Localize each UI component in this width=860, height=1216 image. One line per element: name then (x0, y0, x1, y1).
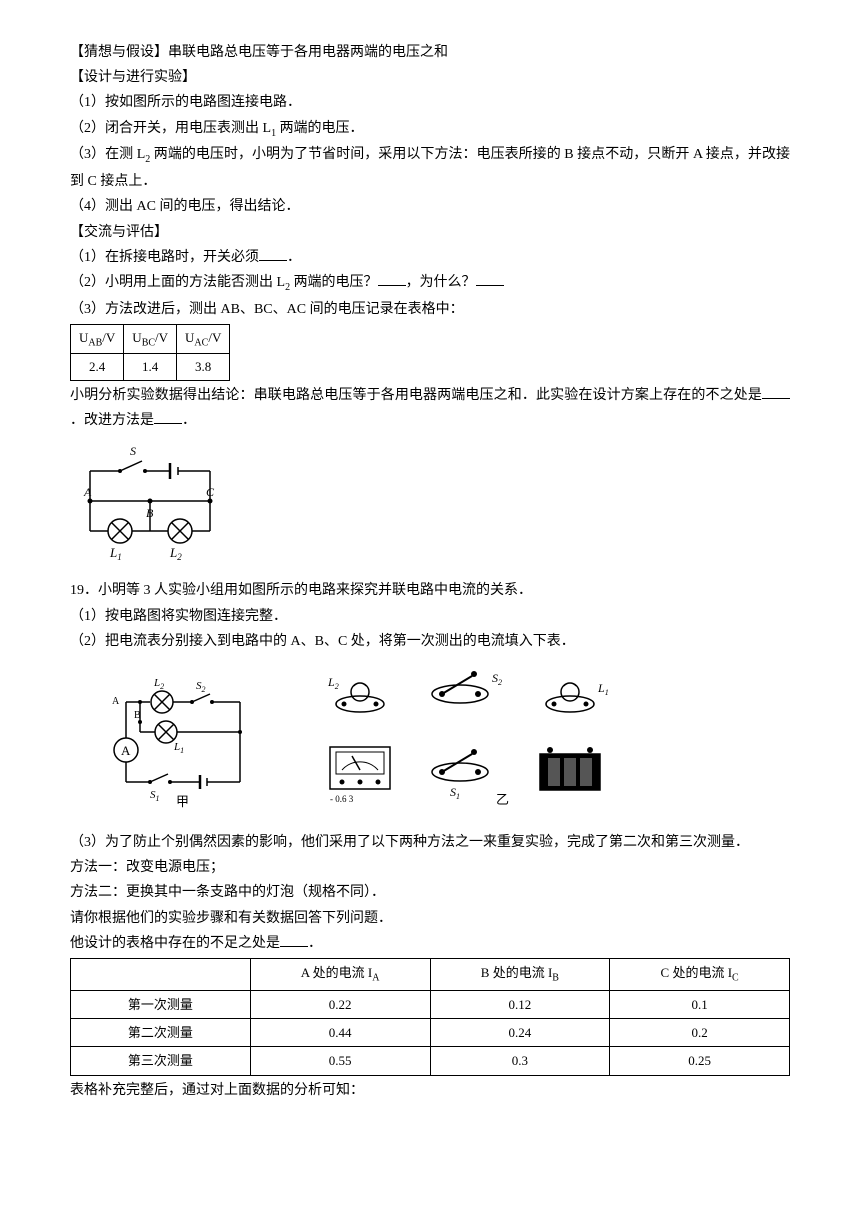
table-row: 2.4 1.4 3.8 (71, 354, 230, 380)
label-s2-b: S2 (196, 680, 206, 694)
circuit-diagram-1: S A B C L1 L2 (70, 441, 790, 570)
hypothesis-text: 串联电路总电压等于各用电器两端的电压之和 (168, 45, 448, 60)
blank-4 (762, 385, 790, 399)
final: 表格补充完整后，通过对上面数据的分析可知： (70, 1078, 790, 1103)
hypothesis-line: 【猜想与假设】串联电路总电压等于各用电器两端的电压之和 (70, 40, 790, 65)
td-uab: 2.4 (71, 354, 124, 380)
hypothesis-label: 【猜想与假设】 (70, 45, 168, 60)
label-yi: 乙 (496, 792, 509, 807)
label-l2: L2 (169, 545, 182, 561)
circuit-diagram-2: A A L2 S2 B L1 S1 (110, 662, 790, 822)
lamp-l2-icon: L2 (327, 675, 384, 712)
blank-2 (378, 272, 406, 286)
svg-text:L1: L1 (597, 681, 609, 697)
label-a: A (83, 485, 92, 499)
current-table: A 处的电流 IA B 处的电流 IB C 处的电流 IC 第一次测量 0.22… (70, 958, 790, 1076)
td-uac: 3.8 (177, 354, 230, 380)
step3: （3）在测 L2 两端的电压时，小明为了节省时间，采用以下方法：电压表所接的 B… (70, 142, 790, 194)
label-s1-b: S1 (150, 789, 160, 803)
label-l2-b: L2 (153, 677, 164, 691)
table-row: 第一次测量 0.22 0.12 0.1 (71, 990, 790, 1018)
th-ubc: UBC/V (124, 324, 177, 354)
blank-1 (259, 247, 287, 261)
blank-5 (154, 410, 182, 424)
table-row: 第三次测量 0.55 0.3 0.25 (71, 1047, 790, 1075)
q19-step2: （2）把电流表分别接入到电路中的 A、B、C 处，将第一次测出的电流填入下表． (70, 629, 790, 654)
deficiency: 他设计的表格中存在的不足之处是． (70, 931, 790, 956)
th-ic: C 处的电流 IC (610, 958, 790, 990)
table-row: A 处的电流 IA B 处的电流 IB C 处的电流 IC (71, 958, 790, 990)
svg-text:- 0.6 3: - 0.6 3 (330, 794, 354, 804)
method2: 方法二：更换其中一条支路中的灯泡（规格不同）． (70, 880, 790, 905)
label-c: C (206, 485, 215, 499)
table-row: 第二次测量 0.44 0.24 0.2 (71, 1018, 790, 1046)
blank-3 (476, 272, 504, 286)
th-blank (71, 958, 251, 990)
lamp-l1-icon: L1 (546, 681, 609, 712)
switch-s1-icon: S1 (432, 749, 488, 801)
q19-step1: （1）按电路图将实物图连接完整． (70, 604, 790, 629)
table-row: UAB/V UBC/V UAC/V (71, 324, 230, 354)
ammeter-label: A (121, 743, 131, 758)
th-uac: UAC/V (177, 324, 230, 354)
step2: （2）闭合开关，用电压表测出 L1 两端的电压． (70, 116, 790, 143)
q3: （3）方法改进后，测出 AB、BC、AC 间的电压记录在表格中： (70, 297, 790, 322)
design-label: 【设计与进行实验】 (70, 65, 790, 90)
method1: 方法一：改变电源电压； (70, 855, 790, 880)
svg-text:L2: L2 (327, 675, 339, 691)
step4: （4）测出 AC 间的电压，得出结论． (70, 194, 790, 219)
th-ia: A 处的电流 IA (250, 958, 430, 990)
voltage-table: UAB/V UBC/V UAC/V 2.4 1.4 3.8 (70, 324, 230, 381)
switch-s2-icon: S2 (432, 671, 502, 703)
svg-text:S1: S1 (450, 785, 460, 801)
label-l1-b: L1 (173, 741, 184, 755)
th-ib: B 处的电流 IB (430, 958, 610, 990)
conclusion: 小明分析实验数据得出结论：串联电路总电压等于各用电器两端电压之和．此实验在设计方… (70, 383, 790, 433)
th-uab: UAB/V (71, 324, 124, 354)
td-ubc: 1.4 (124, 354, 177, 380)
q19-step3: （3）为了防止个别偶然因素的影响，他们采用了以下两种方法之一来重复实验，完成了第… (70, 830, 790, 855)
q2: （2）小明用上面的方法能否测出 L2 两端的电压？，为什么？ (70, 270, 790, 297)
label-s: S (130, 444, 136, 458)
step1: （1）按如图所示的电路图连接电路． (70, 90, 790, 115)
q1: （1）在拆接电路时，开关必须． (70, 245, 790, 270)
blank-6 (280, 933, 308, 947)
prompt: 请你根据他们的实验步骤和有关数据回答下列问题． (70, 906, 790, 931)
label-jia: 甲 (176, 794, 189, 809)
label-l1: L1 (109, 545, 122, 561)
ammeter-icon: - 0.6 3 (330, 747, 390, 804)
node-a: A (112, 696, 120, 707)
svg-text:S2: S2 (492, 671, 502, 687)
exchange-label: 【交流与评估】 (70, 220, 790, 245)
q19-intro: 19．小明等 3 人实验小组用如图所示的电路来探究并联电路中电流的关系． (70, 578, 790, 603)
battery-icon (540, 747, 600, 790)
